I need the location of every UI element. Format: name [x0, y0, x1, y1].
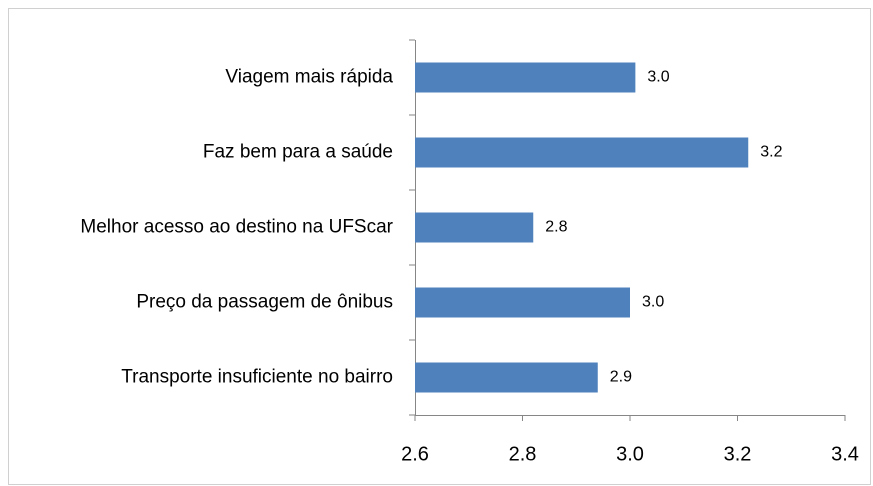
x-tick-label: 2.8 [509, 443, 537, 465]
x-tick-label: 2.6 [401, 443, 429, 465]
x-tick-label: 3.0 [616, 443, 644, 465]
x-tick-label: 3.4 [831, 443, 859, 465]
value-label: 3.0 [642, 294, 664, 311]
category-label: Preço da passagem de ônibus [136, 292, 393, 313]
category-label: Melhor acesso ao destino na UFScar [80, 217, 393, 238]
value-label: 2.8 [545, 219, 567, 236]
value-label: 3.0 [647, 69, 669, 86]
bar [415, 137, 749, 168]
x-tick-label: 3.2 [724, 443, 752, 465]
category-label: Transporte insuficiente no bairro [121, 367, 393, 388]
bar [415, 212, 534, 243]
value-label: 3.2 [760, 144, 782, 161]
category-label: Faz bem para a saúde [203, 142, 393, 163]
bar [415, 62, 636, 93]
bar [415, 287, 630, 318]
chart-frame [8, 8, 871, 485]
category-label: Viagem mais rápida [225, 67, 393, 88]
value-label: 2.9 [610, 369, 632, 386]
bar [415, 362, 598, 393]
